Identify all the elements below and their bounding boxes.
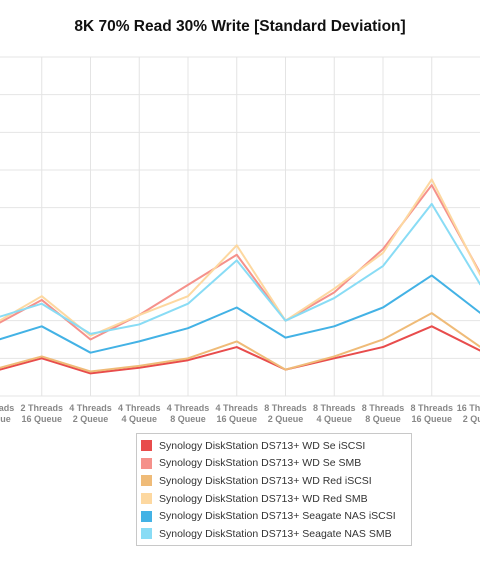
series-line-6 — [0, 202, 480, 335]
x-tick-label: 8 Threads 8 Queue — [362, 403, 405, 424]
x-tick-label: 4 Threads 16 Queue — [215, 403, 258, 424]
x-tick-label: 4 Threads 4 Queue — [118, 403, 161, 424]
series-line-5 — [0, 274, 480, 354]
chart-title: 8K 70% Read 30% Write [Standard Deviatio… — [74, 18, 406, 35]
legend-swatch — [141, 457, 152, 469]
legend-item[interactable]: Synology DiskStation DS713+ WD Red SMB — [141, 490, 411, 508]
series-line-3 — [0, 312, 480, 373]
legend-swatch — [141, 528, 152, 540]
legend-swatch — [141, 440, 152, 452]
x-tick-label: 8 Threads 4 Queue — [313, 403, 356, 424]
legend-swatch — [141, 510, 152, 522]
legend-label: Synology DiskStation DS713+ WD Red SMB — [159, 492, 368, 505]
series-line-1 — [0, 325, 480, 375]
legend-label: Synology DiskStation DS713+ WD Se SMB — [159, 457, 362, 470]
chart-grid — [0, 56, 480, 397]
legend-swatch — [141, 493, 152, 505]
legend-item[interactable]: Synology DiskStation DS713+ Seagate NAS … — [141, 507, 411, 525]
chart-legend: Synology DiskStation DS713+ WD Se iSCSI S… — [136, 433, 412, 546]
legend-label: Synology DiskStation DS713+ Seagate NAS … — [159, 510, 396, 523]
x-tick-label: 8 Threads 16 Queue — [410, 403, 453, 424]
series-line-2 — [0, 184, 480, 341]
series-lines — [0, 178, 480, 375]
x-tick-label: 4 Threads 2 Queue — [69, 403, 112, 424]
legend-label: Synology DiskStation DS713+ Seagate NAS … — [159, 527, 392, 540]
legend-item[interactable]: Synology DiskStation DS713+ WD Se iSCSI — [141, 437, 411, 455]
legend-item[interactable]: Synology DiskStation DS713+ WD Se SMB — [141, 455, 411, 473]
x-tick-label: 8 Threads 2 Queue — [264, 403, 307, 424]
legend-label: Synology DiskStation DS713+ WD Se iSCSI — [159, 439, 366, 452]
legend-item[interactable]: Synology DiskStation DS713+ Seagate NAS … — [141, 525, 411, 543]
x-tick-label: 2 Threads 16 Queue — [20, 403, 63, 424]
series-line-4 — [0, 178, 480, 337]
legend-item[interactable]: Synology DiskStation DS713+ WD Red iSCSI — [141, 472, 411, 490]
legend-label: Synology DiskStation DS713+ WD Red iSCSI — [159, 474, 372, 487]
legend-swatch — [141, 475, 152, 487]
x-tick-label: 4 Threads 8 Queue — [167, 403, 210, 424]
